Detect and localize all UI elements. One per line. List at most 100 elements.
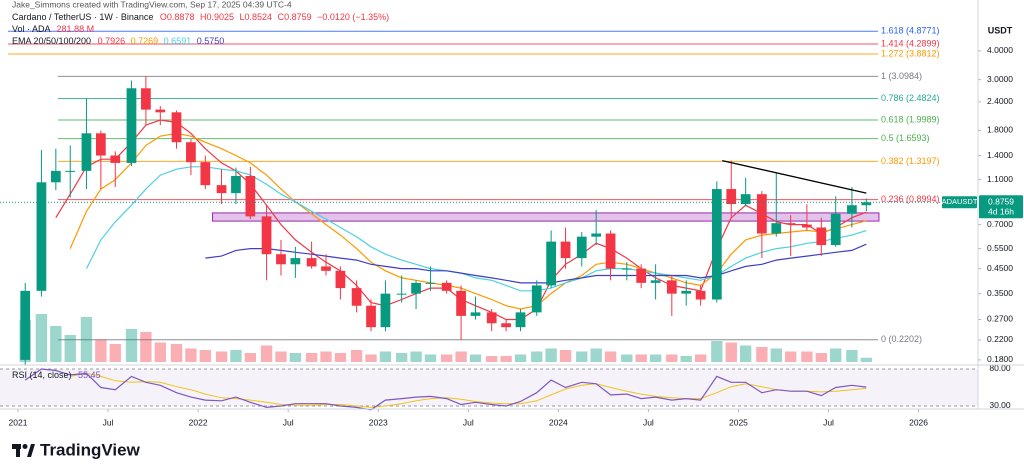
volume-bar	[846, 350, 858, 362]
candle-body	[276, 254, 286, 265]
logo	[12, 444, 35, 457]
volume-bar	[604, 351, 617, 362]
volume-bar	[711, 341, 723, 362]
candle-body	[306, 258, 317, 267]
volume-bar	[95, 339, 107, 362]
plot: 4.0000 3.0000 2.4000 1.8000 1.4000 1.1000 0.70…	[0, 0, 1024, 427]
volume-bar	[170, 344, 183, 362]
symbol: Cardano / TetherUS · 1W · Binance	[12, 12, 153, 22]
candle-body	[110, 155, 121, 163]
countdown-label: 4d 16h	[988, 207, 1014, 217]
volume-bar	[621, 354, 633, 362]
candle-body	[830, 213, 841, 246]
candle-body	[351, 288, 362, 306]
symbol-box	[942, 196, 977, 209]
volume-bar	[320, 351, 332, 362]
candle-body	[802, 224, 812, 228]
volume-bar	[365, 354, 377, 362]
candle-body	[200, 162, 211, 186]
candle-body	[757, 194, 767, 234]
ema-line	[205, 243, 867, 284]
volume-value: 281.88 M	[57, 24, 95, 34]
price-box	[979, 195, 1023, 219]
rsi-line	[24, 368, 867, 411]
ema-label: EMA 20/50/100/200	[12, 36, 91, 46]
candle-body	[605, 233, 616, 269]
symbol-label: ADAUSDT	[942, 197, 978, 206]
candle-body	[560, 241, 571, 259]
fib-label: 1.272 (3.8812)	[881, 48, 940, 58]
volume-bar	[486, 356, 498, 362]
ohlc: O0.8878	[160, 12, 195, 22]
volume-bar	[199, 350, 211, 362]
rsi-tick-label: 80.00	[989, 363, 1011, 373]
candle-body	[531, 285, 542, 313]
volume-bar	[64, 335, 76, 362]
rsi-label: RSI (14, close)	[12, 370, 72, 380]
candle-body	[816, 227, 827, 246]
candle-body	[396, 293, 407, 295]
candle-body	[141, 88, 151, 110]
volume-bar	[635, 354, 647, 362]
candle-body	[231, 175, 241, 194]
x-tick-label: Jul	[103, 417, 114, 427]
rsi-value: 55.45	[78, 370, 101, 380]
volume-bar	[756, 347, 768, 362]
x-tick-label: Jul	[463, 417, 474, 427]
fib-label: 0.5 (1.6593)	[881, 133, 930, 143]
y-tick-label: 0.5500	[987, 243, 1013, 253]
logo-part	[16, 444, 20, 457]
logo-part	[22, 444, 28, 449]
candle-body	[636, 268, 647, 283]
candle-body	[771, 223, 782, 234]
candle-body	[95, 133, 106, 156]
rsi-band	[0, 368, 978, 406]
legend-line: Vol · ADA 281.88 M	[12, 24, 94, 34]
candle-body	[81, 133, 92, 171]
candle-body	[65, 170, 76, 172]
candle-body	[261, 216, 272, 255]
y-tick-label: 0.1800	[987, 354, 1013, 364]
y-tick-label: 0.3500	[987, 288, 1013, 298]
trendline	[722, 160, 867, 194]
rsi-ma-line	[70, 372, 867, 408]
candle-body	[515, 312, 526, 328]
ema-value: 0.7269	[131, 36, 159, 46]
zone	[212, 212, 880, 222]
y-tick-label: 0.2200	[987, 334, 1013, 344]
candle-body	[171, 112, 182, 143]
fib-label: 0 (0.2202)	[881, 334, 922, 344]
legend-line: EMA 20/50/100/200 0.7926 0.7269 0.6591 0…	[12, 36, 224, 46]
volume-bar	[860, 357, 873, 362]
volume-bar	[140, 332, 152, 362]
y-tick-label: 0.7000	[987, 219, 1013, 229]
candle-body	[245, 175, 256, 217]
volume-bar	[590, 348, 602, 362]
fib-label: 0.618 (1.9989)	[881, 114, 940, 124]
volume-bar	[725, 342, 737, 362]
y-tick-label: 3.0000	[987, 74, 1013, 84]
volume-bar	[334, 353, 347, 362]
volume-bar	[215, 351, 228, 362]
rsi-legend: RSI (14, close) 55.45	[12, 370, 101, 380]
volume-bar	[305, 353, 318, 362]
candle-body	[186, 142, 196, 163]
candle-body	[366, 305, 376, 328]
volume-label: Vol · ADA	[12, 24, 51, 34]
candle-body	[321, 266, 331, 271]
fib-label: 1.618 (4.8771)	[881, 26, 940, 36]
fib-label: 1 (3.0984)	[881, 71, 922, 81]
candle-body	[576, 236, 587, 259]
volume-bar	[441, 354, 453, 362]
ema-line	[69, 132, 867, 310]
ohlc: C0.8759	[278, 12, 312, 22]
candle-body	[650, 280, 661, 283]
volume-bar	[830, 348, 842, 362]
candle-body	[546, 241, 557, 286]
volume-bar	[785, 351, 797, 362]
volume-bar	[260, 345, 273, 362]
credit: Jake_Simmons created with TradingView.co…	[12, 0, 292, 9]
x-tick-label: Jul	[283, 417, 294, 427]
y-tick-label: 2.4000	[987, 96, 1013, 106]
